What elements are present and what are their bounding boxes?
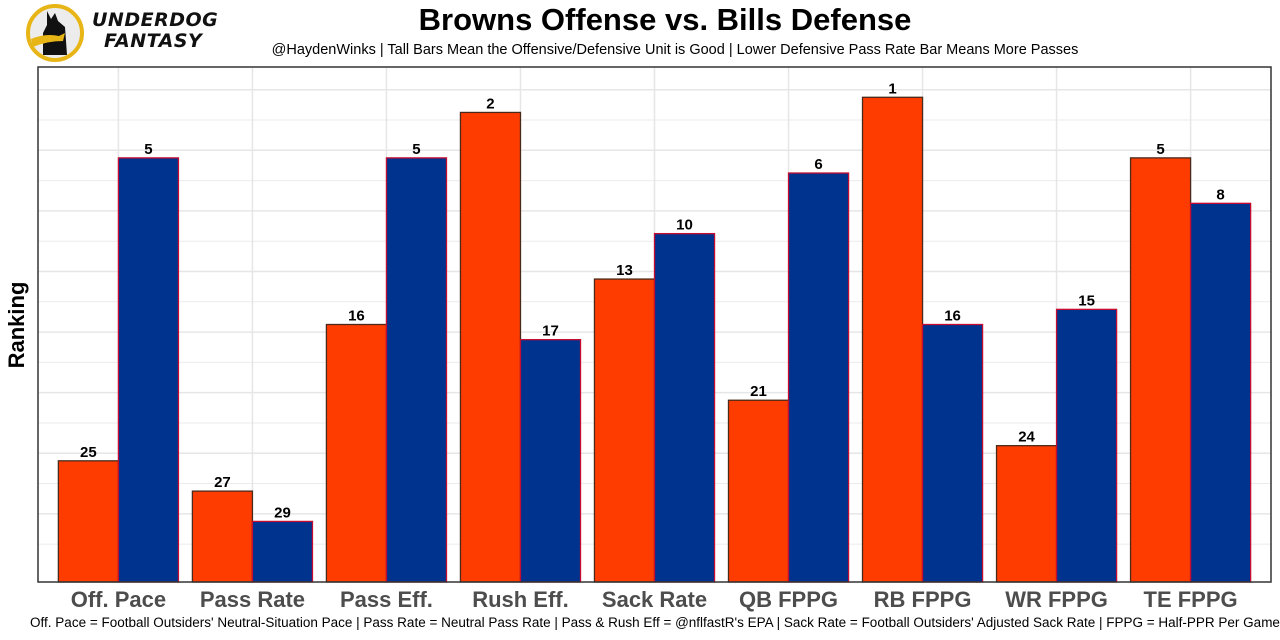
bar-value-label: 8 [1216, 186, 1224, 203]
bar-browns-offense [325, 323, 388, 583]
brand-wordmark: UNDERDOG FANTASY [92, 10, 218, 52]
brand-line-1: UNDERDOG [92, 9, 219, 31]
x-tick-label: WR FPPG [1005, 587, 1108, 612]
x-tick-label: Sack Rate [602, 587, 707, 612]
bar-value-label: 24 [1018, 429, 1035, 446]
chart-subtitle: @HaydenWinks | Tall Bars Mean the Offens… [271, 42, 1079, 58]
chart-title: Browns Offense vs. Bills Defense [418, 2, 912, 37]
bar-value-label: 16 [944, 308, 961, 325]
x-tick-label: Pass Rate [200, 587, 305, 612]
bar-value-label: 5 [144, 141, 152, 158]
brand-line-2: FANTASY [104, 30, 203, 52]
bar-value-label: 2 [486, 95, 494, 112]
bar-value-label: 27 [214, 474, 231, 491]
x-tick-label: RB FPPG [874, 587, 972, 612]
x-tick-label: TE FPPG [1144, 587, 1238, 612]
bar-value-label: 29 [274, 504, 291, 521]
bar-bills-defense [385, 157, 448, 583]
bar-value-labels: 25 5 27 29 16 5 2 17 13 10 21 6 1 16 24 15 5 8 [80, 80, 1225, 521]
bar-bills-defense [787, 172, 850, 583]
bar-bills-defense [1189, 202, 1252, 583]
bar-value-label: 16 [348, 308, 365, 325]
bars [57, 96, 1252, 583]
bar-value-label: 6 [814, 156, 822, 173]
bar-browns-offense [727, 399, 790, 583]
bar-value-label: 10 [676, 217, 693, 234]
bar-browns-offense [593, 278, 656, 583]
bar-bills-defense [251, 520, 314, 583]
plot-panel-border [37, 66, 1272, 583]
bar-browns-offense [1129, 157, 1192, 583]
underdog-logo-icon [26, 4, 84, 62]
bar-browns-offense [57, 460, 120, 583]
x-tick-label: Rush Eff. [472, 587, 569, 612]
bar-value-label: 1 [888, 80, 896, 97]
chart-footnote: Off. Pace = Football Outsiders' Neutral-… [30, 615, 1280, 630]
bar-value-label: 17 [542, 323, 559, 340]
bar-browns-offense [995, 445, 1058, 583]
x-tick-label: Off. Pace [71, 587, 166, 612]
bar-bills-defense [1055, 308, 1118, 583]
bar-browns-offense [459, 111, 522, 583]
bar-value-label: 13 [616, 262, 633, 279]
bar-bills-defense [519, 338, 582, 583]
bar-browns-offense [191, 490, 254, 583]
bar-value-label: 21 [750, 383, 767, 400]
bar-value-label: 5 [1156, 141, 1164, 158]
x-tick-label: QB FPPG [739, 587, 838, 612]
bar-bills-defense [117, 157, 180, 583]
bar-value-label: 5 [412, 141, 420, 158]
bar-bills-defense [653, 232, 716, 583]
bar-browns-offense [861, 96, 924, 583]
x-tick-label: Pass Eff. [340, 587, 433, 612]
bar-bills-defense [921, 323, 984, 583]
bar-value-label: 25 [80, 444, 97, 461]
x-tick-labels: Off. Pace Pass Rate Pass Eff. Rush Eff. Sack… [71, 587, 1238, 612]
bar-value-label: 15 [1078, 292, 1095, 309]
